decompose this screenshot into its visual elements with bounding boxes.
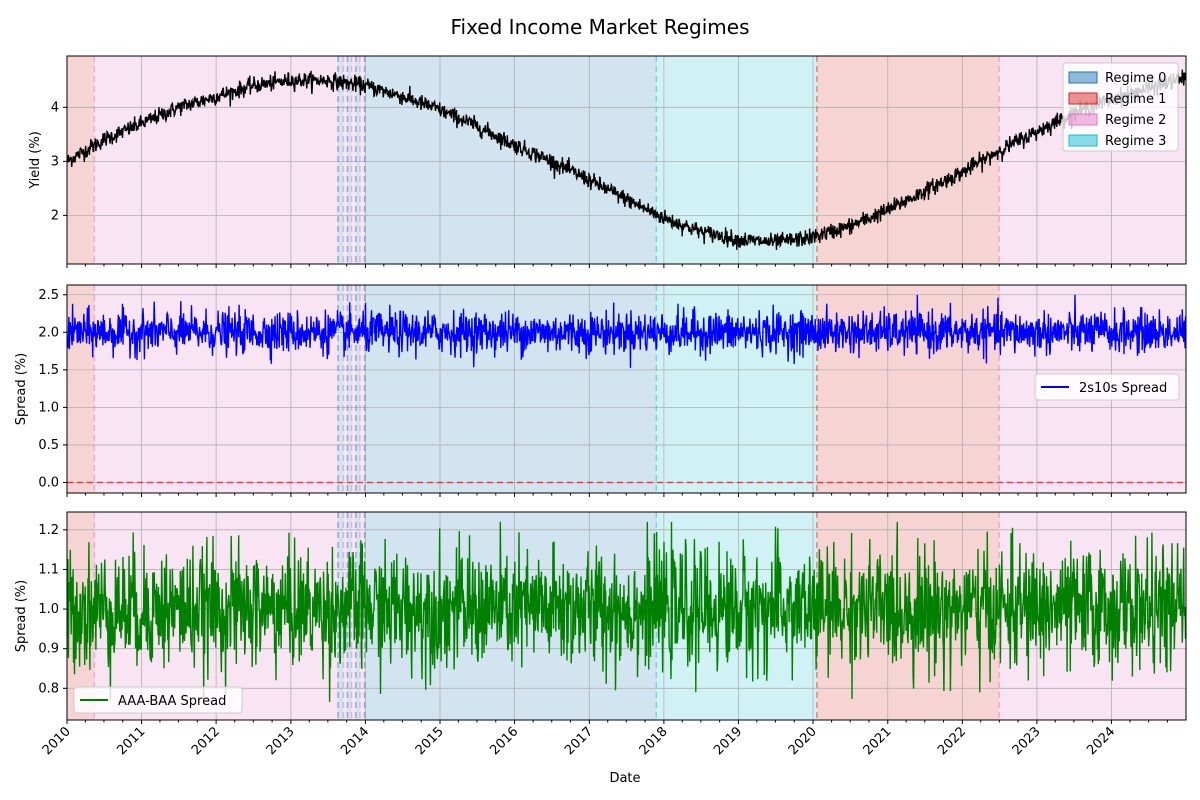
legend-box <box>1034 373 1180 401</box>
series-lines <box>67 521 1186 702</box>
regime-span-2 <box>343 56 348 264</box>
regime-span-0 <box>364 285 657 493</box>
legend-swatch-regime-0 <box>1068 71 1098 84</box>
x-ticks <box>66 264 1168 268</box>
regime-span-2 <box>351 56 356 264</box>
aaa-baa-series-line <box>67 521 1186 702</box>
legend-swatch-regime-3 <box>1068 134 1098 147</box>
y-ticks: 0.8 0.9 1.0 1.1 1.2 <box>38 523 67 696</box>
regime-span-2 <box>351 285 356 493</box>
legend-label: AAA-BAA Spread <box>118 694 226 709</box>
x-ticks <box>66 720 1168 724</box>
regime-shading <box>67 56 1186 264</box>
figure-title: Fixed Income Market Regimes <box>450 15 749 39</box>
regime-span-0 <box>364 56 657 264</box>
regime-span-1 <box>816 285 1000 493</box>
y-tick-label: 1.2 <box>38 523 59 538</box>
y-ticks: 0.0 0.5 1.0 1.5 2.0 2.5 <box>38 288 67 490</box>
regime-span-0 <box>347 285 352 493</box>
legend-label-regime-0: Regime 0 <box>1105 71 1166 86</box>
legend-label: 2s10s Spread <box>1079 381 1167 396</box>
regime-span-2 <box>343 285 348 493</box>
legend-swatch-regime-1 <box>1068 92 1098 105</box>
y-tick-label: 0.9 <box>38 642 59 657</box>
y-tick-label: 0.5 <box>38 438 59 453</box>
y-tick-label: 0.0 <box>38 475 59 490</box>
series-lines <box>67 294 1186 368</box>
spread-2s10s-series-line <box>67 294 1186 368</box>
y-tick-label: 1.1 <box>38 562 59 577</box>
regime-span-2 <box>359 285 365 493</box>
y-tick-label: 4 <box>51 100 59 115</box>
legend-swatch-regime-2 <box>1068 113 1098 126</box>
y-tick-label: 1.0 <box>38 400 59 415</box>
y-tick-label: 2.0 <box>38 325 59 340</box>
regime-span-3 <box>656 56 817 264</box>
y-tick-label: 2.5 <box>38 288 59 303</box>
regime-legend: Regime 0 Regime 1 Regime 2 Regime 3 <box>1062 62 1179 152</box>
regime-span-0 <box>355 56 360 264</box>
legend-label-regime-2: Regime 2 <box>1105 113 1166 128</box>
y-tick-label: 3 <box>51 154 59 169</box>
x-axis-label: Date <box>609 771 640 786</box>
regime-span-0 <box>355 285 360 493</box>
legend-label-regime-3: Regime 3 <box>1105 134 1166 149</box>
spread-2s10s-legend: 2s10s Spread <box>1034 373 1180 401</box>
series-lines <box>67 69 1186 251</box>
y-tick-label: 1.5 <box>38 363 59 378</box>
regime-span-0 <box>338 285 344 493</box>
regime-span-0 <box>347 56 352 264</box>
legend-box <box>1062 62 1179 152</box>
y-tick-label: 2 <box>51 208 59 223</box>
legend-label-regime-1: Regime 1 <box>1105 92 1166 107</box>
y-ticks: 2 3 4 <box>51 100 67 223</box>
regime-span-2 <box>359 56 365 264</box>
panel-2: 0.0 0.5 1.0 1.5 2.0 2.5 Spread (%) 2s10s Spread <box>14 284 1187 497</box>
y-tick-label: 1.0 <box>38 602 59 617</box>
y-tick-label: 0.8 <box>38 681 59 696</box>
y-axis-label: Yield (%) <box>28 131 43 190</box>
regime-span-1 <box>67 285 95 493</box>
yield-series-line <box>67 69 1186 251</box>
aaa-baa-legend: AAA-BAA Spread <box>73 686 243 714</box>
x-ticks <box>66 493 1168 497</box>
y-axis-label: Spread (%) <box>14 580 29 652</box>
legend-box <box>73 686 243 714</box>
y-axis-label: Spread (%) <box>14 353 29 425</box>
regime-span-0 <box>338 56 344 264</box>
